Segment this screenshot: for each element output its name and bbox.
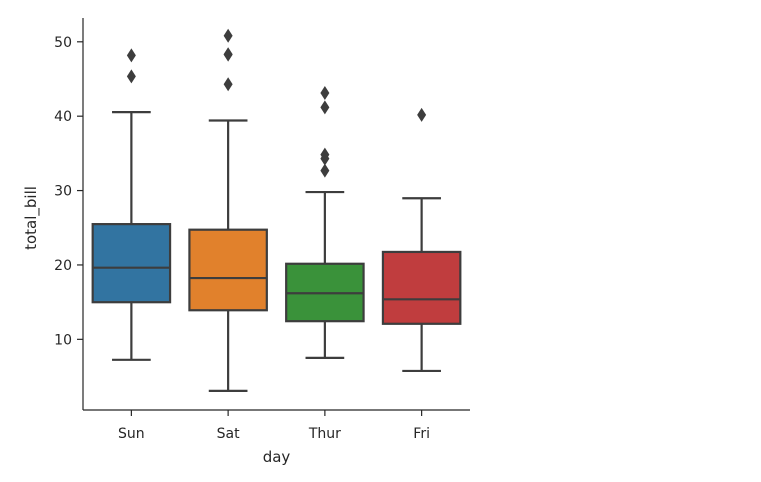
x-tick-label: Thur <box>308 426 341 442</box>
iqr-box <box>188 228 268 312</box>
y-tick-label: 10 <box>54 332 72 348</box>
box-series <box>91 28 462 392</box>
x-tick-label: Sat <box>217 426 240 442</box>
box-fri <box>381 107 462 373</box>
outlier-point <box>126 69 136 84</box>
iqr-box <box>91 223 172 304</box>
outlier-point <box>417 107 427 122</box>
outlier-point <box>223 77 233 92</box>
outlier-point <box>320 163 330 178</box>
y-tick-label: 40 <box>54 109 72 125</box>
y-tick-label: 20 <box>54 258 72 274</box>
x-axis-ticks: Sun Sat Thur Fri <box>118 410 430 442</box>
x-tick-label: Sun <box>118 426 145 442</box>
box-sat <box>188 28 268 392</box>
x-axis-label: day <box>263 448 291 466</box>
y-axis-ticks: 10 20 30 40 50 <box>54 35 83 348</box>
outlier-point <box>320 100 330 115</box>
y-axis-label: total_bill <box>22 186 41 250</box>
outlier-point <box>223 47 233 62</box>
iqr-box <box>381 250 462 325</box>
y-tick-label: 50 <box>54 35 72 51</box>
box-thur <box>285 86 365 359</box>
outlier-point <box>223 28 233 43</box>
outlier-point <box>320 147 330 162</box>
y-tick-label: 30 <box>54 184 72 200</box>
x-tick-label: Fri <box>413 426 430 442</box>
outlier-point <box>126 48 136 63</box>
outlier-point <box>320 86 330 101</box>
box-sun <box>91 48 172 361</box>
